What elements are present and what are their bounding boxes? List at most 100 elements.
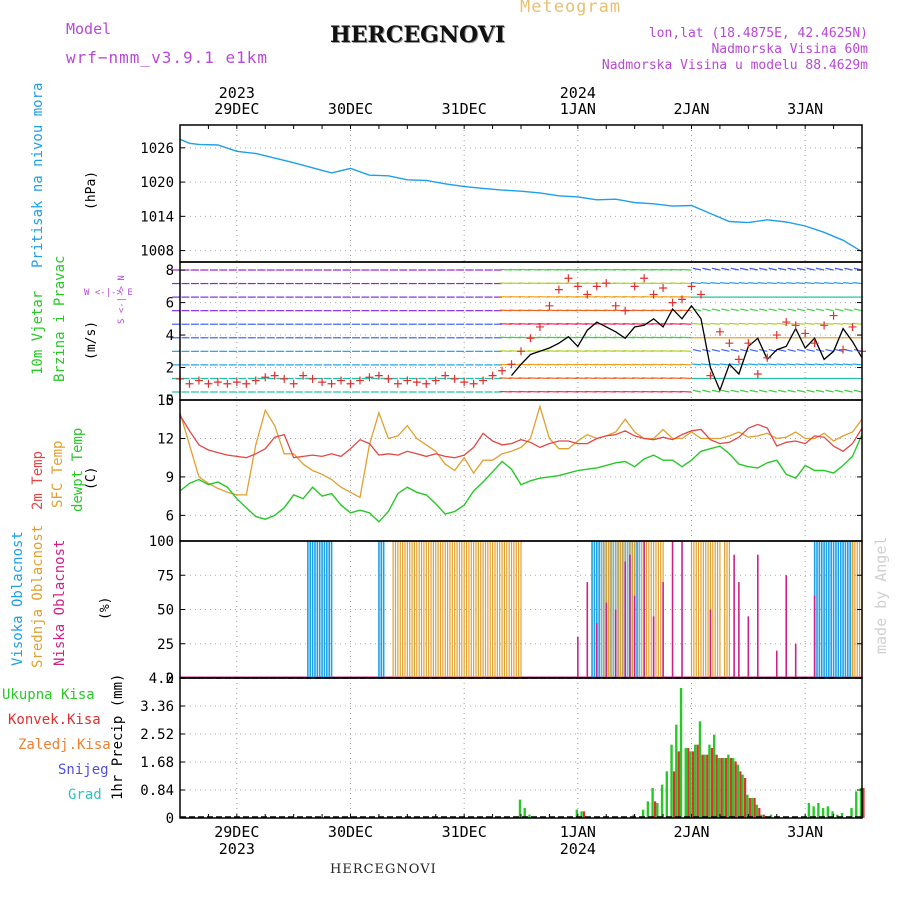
wind-arrow: [778, 389, 787, 393]
cloud-bar-mid: [506, 541, 508, 678]
cloud-bar-low: [643, 541, 645, 678]
precip-bar-total: [660, 784, 664, 818]
chart-subtitle: Meteogram: [520, 0, 622, 17]
cloud-bar-mid: [392, 541, 394, 678]
wind-arrow: [757, 322, 768, 325]
panel-frames-layer: [179, 124, 863, 819]
cloud-bar-mid: [449, 541, 451, 678]
wind-arrow: [711, 389, 721, 393]
cloud-bar-mid: [401, 541, 404, 678]
precip-bar-convective: [753, 798, 756, 818]
wind-arrow: [729, 363, 739, 366]
precip-bar-convective: [720, 758, 723, 818]
wind-arrow: [691, 363, 702, 366]
precip-bar-convective: [758, 808, 761, 818]
cloud-bar-mid: [451, 541, 453, 678]
bottom-day-label: 30DEC: [328, 823, 373, 841]
wind-gust-marker: [820, 321, 829, 330]
y-tick-label-pressure: 1020: [140, 175, 174, 191]
cloud-bar-mid: [446, 541, 449, 678]
wind-arrow: [711, 348, 721, 352]
wind-arrow: [721, 308, 730, 312]
precip-bar-total: [812, 806, 815, 818]
wind-gust-marker: [678, 295, 687, 304]
cloud-bar-high: [378, 541, 380, 678]
precip-bar-convective: [696, 744, 699, 818]
cloud-bar-mid: [515, 541, 517, 678]
precip-bar-total: [741, 774, 744, 818]
wind-arrow: [710, 282, 720, 285]
wind-arrow: [842, 363, 853, 366]
wind-arrow: [711, 308, 721, 312]
wind-gust-marker: [498, 366, 507, 375]
wind-arrow: [692, 389, 702, 393]
cloud-bar-high: [316, 541, 319, 678]
precip-bar-total: [736, 764, 740, 818]
wind-gust-marker: [602, 279, 611, 288]
time-axis-layer: 29DEC 30DEC 31DEC 1JAN 2JAN 3JAN 2023 2024 29DEC…: [214, 84, 823, 858]
wind-arrow: [721, 348, 730, 352]
wind-gust-marker: [554, 285, 563, 294]
cloud-bar-low: [577, 636, 579, 678]
cloud-bar-low: [733, 554, 735, 678]
wind-arrow: [815, 267, 825, 271]
precip-bar-convective: [748, 798, 751, 818]
precip-bar-convective: [862, 788, 865, 818]
wind-arrow: [730, 348, 739, 352]
location-line-1: lon,lat (18.4875E, 42.4625N): [648, 26, 868, 41]
cloud-bar-high: [825, 541, 828, 678]
cloud-bar-mid: [600, 541, 603, 678]
wind-gust-marker: [479, 376, 488, 385]
wind-gust-marker: [649, 290, 658, 299]
cloud-bar-high: [844, 541, 847, 678]
wind-gust-marker: [308, 374, 317, 383]
cloud-bar-mid: [484, 541, 487, 678]
cloud-bar-low: [614, 609, 617, 678]
wind-arrow: [814, 322, 825, 325]
precip-bar-total: [746, 794, 749, 818]
wind-arrow: [806, 348, 815, 352]
wind-speed-line: [511, 304, 863, 393]
cloud-bar-high: [830, 541, 833, 678]
precip-bar-convective: [706, 754, 709, 818]
wind-arrow: [740, 267, 749, 271]
cloud-bar-mid: [423, 541, 425, 678]
precip-bar-total: [708, 744, 711, 818]
wind-gust-marker: [734, 355, 743, 364]
cloud-bar-mid: [482, 541, 484, 678]
precip-bar-total: [850, 808, 853, 818]
wind-gust-marker: [242, 379, 251, 388]
wind-gust-marker: [630, 282, 639, 291]
top-day-label: 2JAN: [673, 100, 709, 118]
cloud-bar-high: [326, 541, 328, 678]
bottom-year-label: 2023: [219, 840, 255, 858]
wind-gust-marker: [261, 373, 270, 382]
cloud-bar-mid: [458, 541, 461, 678]
wind-arrow: [692, 267, 702, 271]
wind-gust-marker: [507, 360, 516, 369]
legend-graupel: Grad: [68, 787, 102, 803]
wind-arrow: [730, 389, 739, 393]
cloud-bar-mid: [470, 541, 472, 678]
cloud-bar-high: [816, 541, 818, 678]
cloud-bar-mid: [617, 541, 619, 678]
cloud-bar-mid: [690, 541, 693, 678]
precip-bar-total: [641, 809, 645, 818]
precip-bars-layer: [518, 688, 865, 818]
precip-bar-total: [855, 791, 858, 818]
wind-arrow: [796, 308, 806, 312]
cloud-bar-mid: [610, 541, 612, 678]
cloud-bar-mid: [608, 541, 610, 678]
bottom-day-label: 31DEC: [442, 823, 487, 841]
wind-arrow: [824, 322, 834, 325]
cloud-bar-high: [309, 541, 312, 678]
wind-arrow: [679, 268, 692, 271]
wind-gust-marker: [280, 374, 289, 383]
wind-arrow: [748, 322, 758, 325]
cloud-bar-mid: [480, 541, 482, 678]
cloud-bar-mid: [641, 541, 643, 678]
grid-layer: [180, 125, 862, 819]
cloud-bar-low: [775, 650, 778, 678]
wind-arrow: [700, 363, 711, 366]
